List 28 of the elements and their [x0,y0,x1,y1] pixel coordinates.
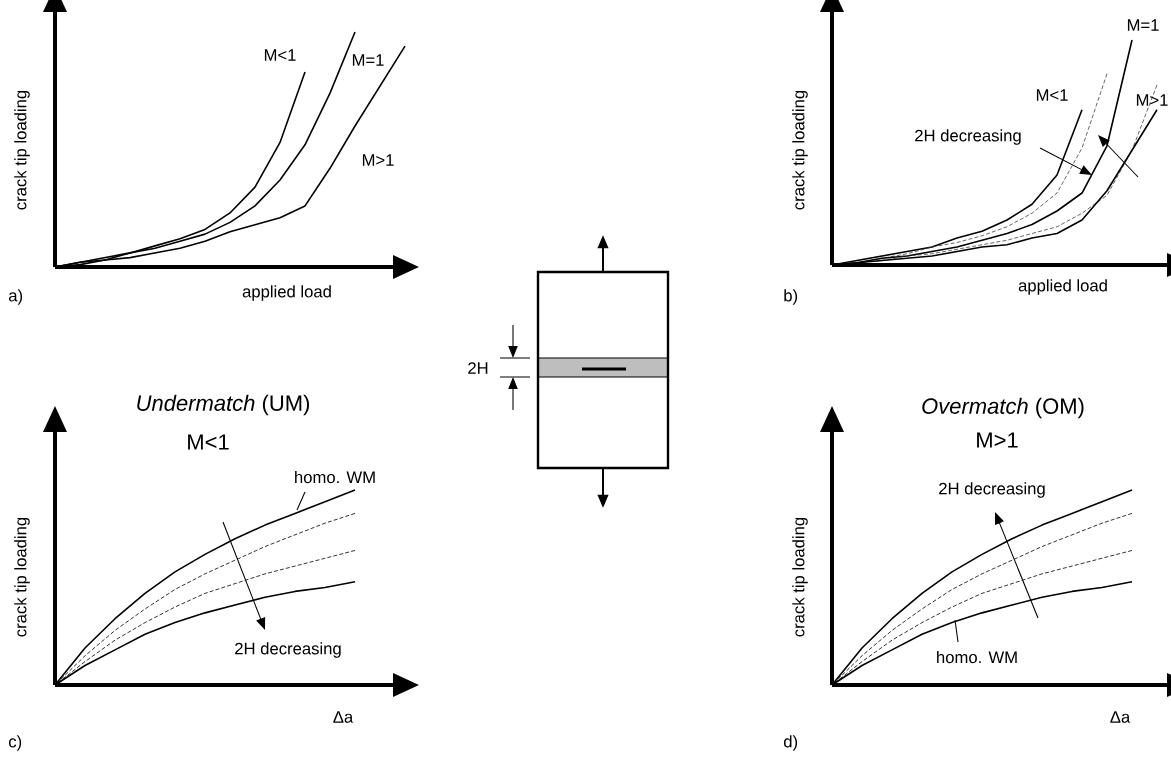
chart-title: Overmatch (OM) [922,397,1084,419]
series-label: M=1 [1127,19,1159,31]
annotation: 2H decreasing [939,482,1045,498]
text: a) [8,289,23,305]
series-label: M>1 [362,154,394,166]
series-label: M=1 [352,54,384,66]
annotation: 2H decreasing [915,129,1021,145]
annotation: 2H decreasing [235,642,341,658]
text: 2H [468,362,488,374]
series-label: M<1 [1036,89,1068,101]
x-axis-title: applied load [1018,279,1107,295]
x-axis-title: Δa [1110,711,1131,723]
y-axis-title: crack tip loading [14,517,30,637]
series-label: M<1 [264,49,296,61]
text: b) [784,289,798,305]
legend-label: homo. WM [937,650,1017,664]
y-axis-title: crack tip loading [14,90,30,210]
x-axis-title: Δa [333,711,354,723]
chart-subtitle: M>1 [977,432,1018,448]
chart-subtitle: M<1 [188,434,229,450]
text: d) [783,735,798,751]
x-axis-title: applied load [242,285,331,301]
series-label: M>1 [1136,94,1168,106]
text: c) [8,735,22,751]
y-axis-title: crack tip loading [792,517,808,637]
chart-title: Undermatch (UM) [137,394,310,416]
series-label: homo. WM [295,470,375,484]
y-axis-title: crack tip loading [792,90,808,210]
